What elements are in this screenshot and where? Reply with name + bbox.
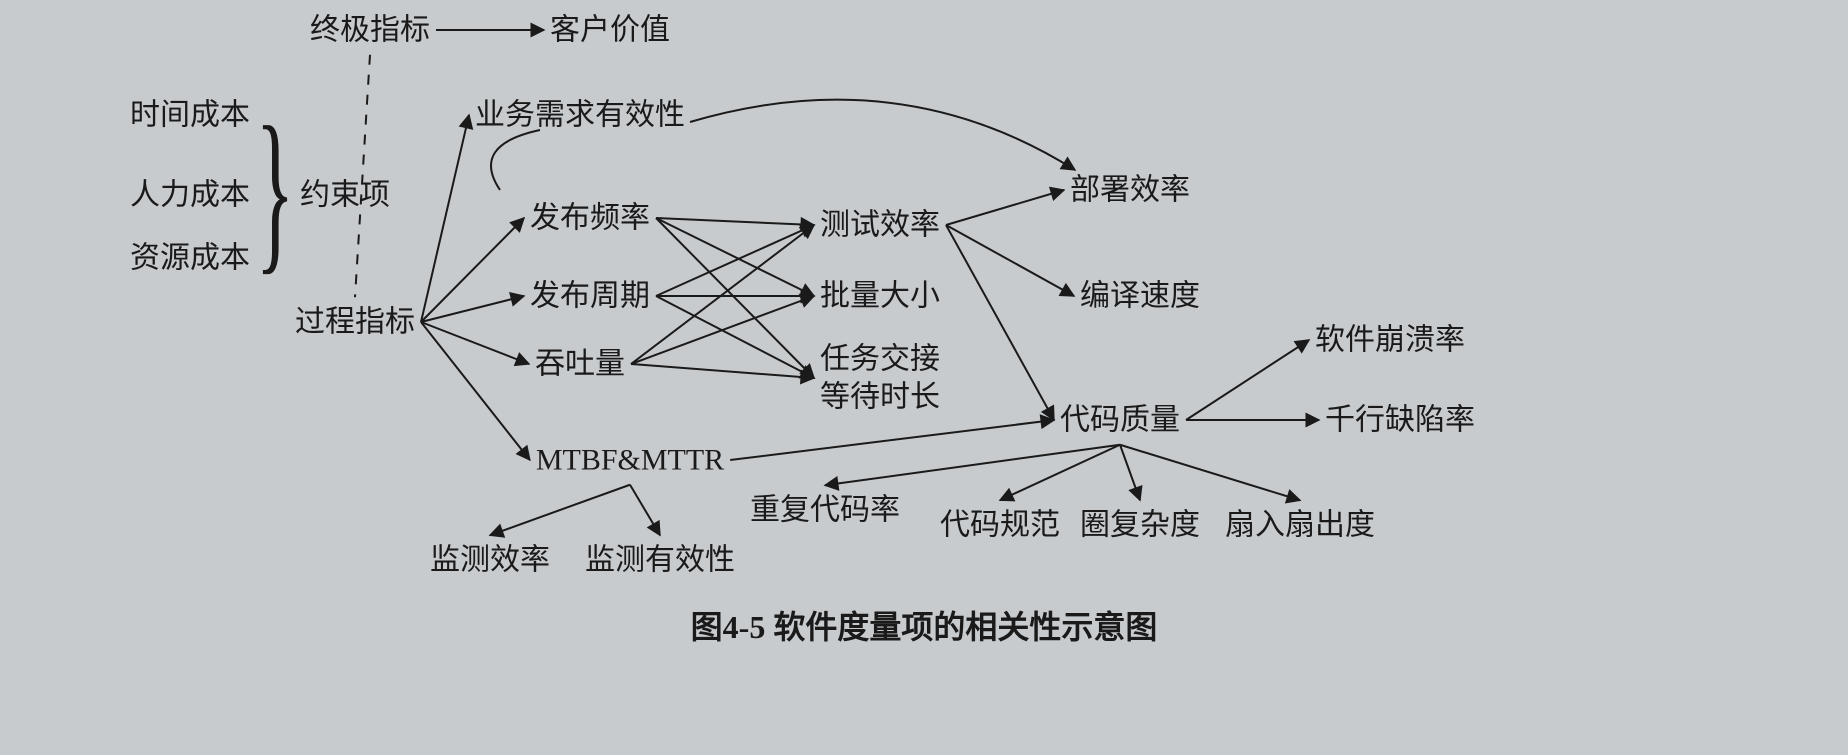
edge [656,218,814,378]
node-crash: 软件崩溃率 [1315,321,1465,359]
node-biz_req: 业务需求有效性 [475,96,685,134]
node-ultimate: 终极指标 [310,11,430,49]
figure-caption: 图4-5 软件度量项的相关性示意图 [691,602,1158,648]
node-handover: 任务交接 等待时长 [820,341,940,416]
edge [490,485,630,536]
edge-curve [690,100,1075,170]
edge [656,218,814,225]
node-compile: 编译速度 [1080,277,1200,315]
node-res_cost: 资源成本 [130,239,250,277]
edge [656,218,814,296]
edge [946,225,1074,296]
node-fan: 扇入扇出度 [1225,506,1375,544]
node-mtbf: MTBF&MTTR [536,441,724,479]
node-batch: 批量大小 [820,277,940,315]
edge [1120,445,1300,501]
edge [1000,445,1120,501]
edge [421,322,529,364]
node-code_std: 代码规范 [940,506,1060,544]
edge [421,322,530,460]
node-process: 过程指标 [295,303,415,341]
edge-curve [491,130,540,190]
node-human_cost: 人力成本 [130,176,250,214]
node-dup_code: 重复代码率 [750,491,900,529]
edge [421,218,524,322]
node-deploy_eff: 部署效率 [1070,171,1190,209]
edge [630,485,660,536]
edge [421,296,524,322]
cost-brace: } [256,100,295,280]
edge [656,225,814,296]
edge [730,420,1054,460]
edge [631,296,814,364]
node-constraint: 约束项 [300,176,390,214]
diagram-canvas: 终极指标 客户价值时间成本人力成本资源成本 约束项过程指标 业务需求有效性发布频率发布… [0,0,1848,755]
node-rel_cycle: 发布周期 [530,277,650,315]
node-customer: 客户价值 [550,11,670,49]
node-mon_valid: 监测有效性 [585,541,735,579]
edge [1120,445,1140,501]
node-code_qual: 代码质量 [1060,401,1180,439]
edge [946,190,1064,225]
node-mon_eff: 监测效率 [430,541,550,579]
edge [656,296,814,378]
edge [631,364,814,378]
edge [1186,340,1309,420]
node-test_eff: 测试效率 [820,206,940,244]
node-throughput: 吞吐量 [535,345,625,383]
edge [631,225,814,364]
edge [825,445,1120,486]
node-time_cost: 时间成本 [130,96,250,134]
node-kloc_defect: 千行缺陷率 [1325,401,1475,439]
edge [421,115,469,322]
node-rel_freq: 发布频率 [530,199,650,237]
node-cyclomatic: 圈复杂度 [1080,506,1200,544]
edge [946,225,1054,420]
